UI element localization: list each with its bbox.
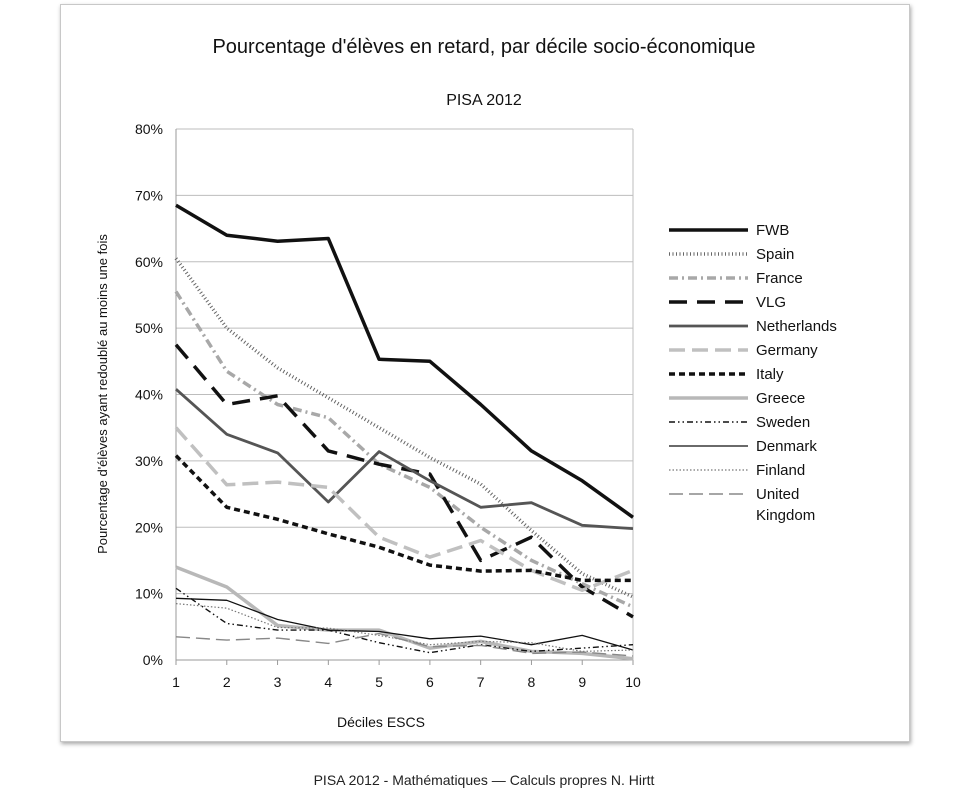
y-tick-label: 70%	[135, 187, 163, 203]
footer-caption: PISA 2012 - Mathématiques — Calculs prop…	[313, 772, 655, 788]
series-line-spain	[174, 257, 634, 599]
x-tick-label: 4	[324, 674, 332, 690]
y-axis-title: Pourcentage d'élèves ayant redoublé au m…	[95, 234, 110, 554]
legend-label-denmark: Denmark	[756, 438, 817, 455]
legend-label-greece: Greece	[756, 390, 805, 407]
x-tick-label: 9	[578, 674, 586, 690]
x-tick-label: 5	[375, 674, 383, 690]
chart-subtitle: PISA 2012	[446, 92, 522, 109]
series-line-united-kingdom	[175, 632, 634, 657]
series-line-sweden	[175, 587, 634, 654]
series-line-denmark	[175, 597, 634, 651]
series-line-italy	[174, 454, 633, 583]
legend-label-france: France	[756, 270, 803, 287]
legend-label-germany: Germany	[756, 342, 818, 359]
legend-label-fwb: FWB	[756, 222, 789, 239]
series-line-finland	[175, 603, 634, 653]
series-line-germany	[174, 426, 634, 593]
legend-label-vlg: VLG	[756, 294, 786, 311]
legend-label-united-kingdom: United Kingdom	[756, 486, 815, 524]
x-tick-label: 1	[172, 674, 180, 690]
chart-title: Pourcentage d'élèves en retard, par déci…	[212, 36, 755, 58]
y-tick-label: 40%	[135, 387, 163, 403]
x-tick-label: 6	[426, 674, 434, 690]
legend-label-spain: Spain	[756, 246, 794, 263]
x-axis-title: Déciles ESCS	[337, 714, 425, 730]
series-line-netherlands	[175, 388, 634, 530]
x-tick-label: 7	[477, 674, 485, 690]
legend-label-sweden: Sweden	[756, 414, 810, 431]
x-tick-label: 3	[274, 674, 282, 690]
x-tick-label: 2	[223, 674, 231, 690]
y-tick-label: 80%	[135, 121, 163, 137]
legend-label-finland: Finland	[756, 462, 805, 479]
y-tick-label: 60%	[135, 254, 163, 270]
series-line-fwb	[175, 203, 635, 519]
legend-label-italy: Italy	[756, 366, 784, 383]
y-tick-label: 30%	[135, 453, 163, 469]
y-tick-label: 20%	[135, 519, 163, 535]
legend-label-netherlands: Netherlands	[756, 318, 837, 335]
series-line-greece	[175, 565, 634, 661]
y-tick-label: 50%	[135, 320, 163, 336]
x-tick-label: 8	[528, 674, 536, 690]
y-tick-label: 10%	[135, 586, 163, 602]
y-tick-label: 0%	[143, 652, 163, 668]
series-line-france	[174, 290, 634, 609]
series-line-vlg	[174, 343, 634, 619]
x-tick-label: 10	[625, 674, 641, 690]
